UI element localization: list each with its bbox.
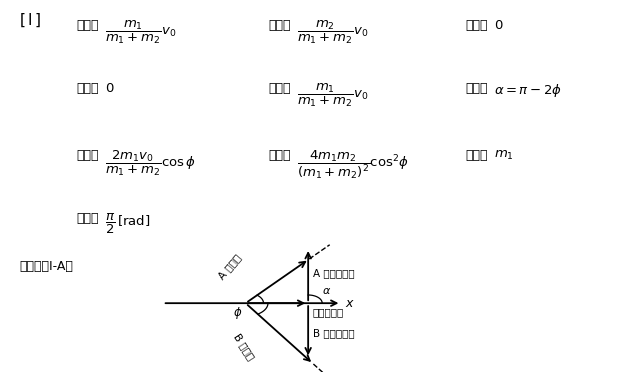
Text: $\dfrac{\pi}{2}\,[\mathrm{rad}]$: $\dfrac{\pi}{2}\,[\mathrm{rad}]$: [105, 212, 151, 236]
Text: $\dfrac{m_2}{m_1+m_2}v_0$: $\dfrac{m_2}{m_1+m_2}v_0$: [297, 19, 368, 46]
Text: 重心の速度: 重心の速度: [313, 307, 344, 317]
Text: （カ）: （カ）: [466, 82, 488, 95]
Text: （オ）: （オ）: [268, 82, 290, 95]
Text: （ウ）: （ウ）: [466, 19, 488, 32]
Text: （ケ）: （ケ）: [466, 149, 488, 162]
Text: $\dfrac{m_1}{m_1+m_2}v_0$: $\dfrac{m_1}{m_1+m_2}v_0$: [297, 82, 368, 109]
Text: $m_1$: $m_1$: [494, 149, 514, 162]
Text: $\phi$: $\phi$: [233, 305, 242, 321]
Text: B の相対速度: B の相対速度: [313, 328, 354, 339]
Text: $\alpha$: $\alpha$: [322, 286, 331, 296]
Text: $\alpha = \pi - 2\phi$: $\alpha = \pi - 2\phi$: [494, 82, 563, 99]
Text: $\dfrac{4m_1m_2}{(m_1+m_2)^2}\cos^2\!\phi$: $\dfrac{4m_1m_2}{(m_1+m_2)^2}\cos^2\!\ph…: [297, 149, 408, 181]
Text: $0$: $0$: [105, 82, 115, 95]
Text: （ア）: （ア）: [77, 19, 99, 32]
Text: （エ）: （エ）: [77, 82, 99, 95]
Text: （ク）: （ク）: [268, 149, 290, 162]
Text: A の速度: A の速度: [216, 253, 243, 282]
Text: （イ）: （イ）: [268, 19, 290, 32]
Text: B の速度: B の速度: [232, 332, 256, 362]
Text: $x$: $x$: [345, 297, 354, 310]
Text: 解答図（I-A）: 解答図（I-A）: [19, 260, 73, 273]
Text: $\dfrac{m_1}{m_1+m_2}v_0$: $\dfrac{m_1}{m_1+m_2}v_0$: [105, 19, 177, 46]
Text: （コ）: （コ）: [77, 212, 99, 225]
Text: （キ）: （キ）: [77, 149, 99, 162]
Text: A の相対速度: A の相対速度: [313, 268, 354, 278]
Text: $\left[\,\mathrm{I}\,\right]$: $\left[\,\mathrm{I}\,\right]$: [19, 11, 41, 29]
Text: $0$: $0$: [494, 19, 504, 32]
Text: $\dfrac{2m_1v_0}{m_1+m_2}\cos\phi$: $\dfrac{2m_1v_0}{m_1+m_2}\cos\phi$: [105, 149, 197, 178]
